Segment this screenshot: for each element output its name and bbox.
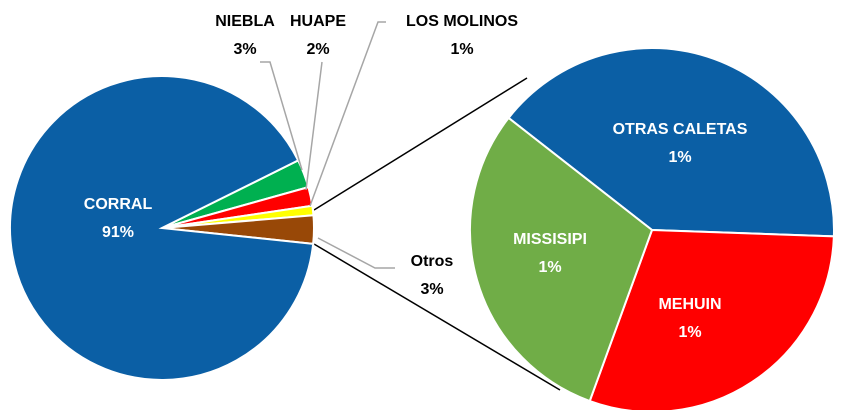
connector-line [313,243,561,391]
slice-value-label: 3% [233,41,256,58]
slice-value-label: 1% [538,259,561,276]
slice-label: HUAPE [290,13,346,30]
slice-value-label: 1% [450,41,473,58]
slice-label: CORRAL [84,196,153,213]
leader-line [260,61,303,171]
slice-label: LOS MOLINOS [406,13,518,30]
slice-value-label: 1% [668,149,691,166]
pie-slice [9,75,315,381]
slice-value-label: 2% [306,41,329,58]
slice-value-label: 1% [678,324,701,341]
pie-slice [588,228,835,410]
slice-label: NIEBLA [215,13,275,30]
slice-label: Otros [411,253,454,270]
slice-value-label: 3% [420,281,443,298]
leader-line [309,21,386,207]
slice-label: OTRAS CALETAS [613,121,748,138]
pie-slice [507,47,835,238]
leader-line [317,237,395,269]
leader-line [305,61,323,191]
pie-slice [469,116,654,403]
slice-label: MISSISIPI [513,231,587,248]
connector-line [313,77,528,211]
slice-value-label: 91% [102,224,134,241]
slice-label: MEHUIN [658,296,721,313]
